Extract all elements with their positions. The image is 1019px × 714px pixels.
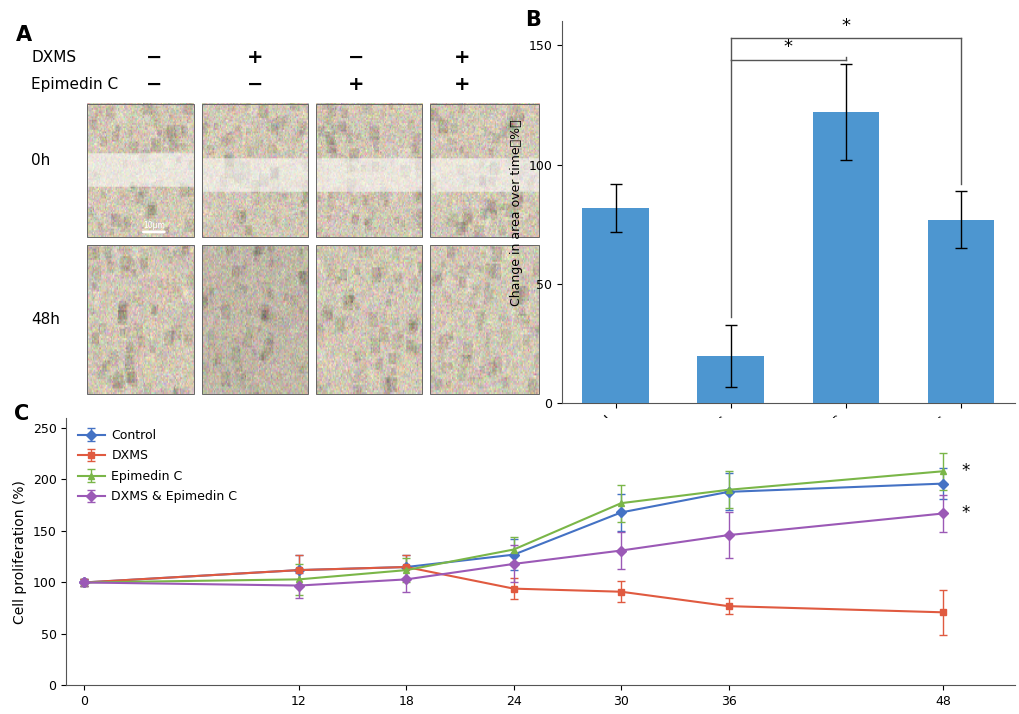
Text: Epimedin C: Epimedin C [32, 77, 118, 92]
Bar [812, 112, 878, 403]
Y-axis label: Cell proliferation (%): Cell proliferation (%) [13, 480, 28, 623]
Y-axis label: Change in area over time（%）: Change in area over time（%） [510, 119, 522, 306]
Bar [697, 356, 763, 403]
Text: −: − [347, 49, 364, 67]
Text: 0h: 0h [32, 154, 51, 169]
Text: C: C [14, 404, 30, 424]
Text: +: + [247, 49, 263, 67]
Text: −: − [146, 75, 162, 94]
Bar [88, 104, 194, 237]
Text: −: − [247, 75, 263, 94]
Bar [582, 208, 648, 403]
Bar [430, 104, 539, 237]
Bar [316, 104, 422, 237]
Bar [202, 104, 308, 237]
Text: +: + [347, 75, 364, 94]
Text: A: A [15, 25, 32, 45]
Text: *: * [960, 505, 969, 523]
Bar [430, 245, 539, 394]
Text: *: * [841, 16, 850, 34]
Text: −: − [146, 49, 162, 67]
Bar [88, 245, 194, 394]
Text: *: * [783, 38, 792, 56]
Text: 10μm: 10μm [143, 221, 165, 230]
Text: *: * [960, 462, 969, 481]
Text: +: + [453, 75, 470, 94]
Bar [202, 245, 308, 394]
Legend: Control, DXMS, Epimedin C, DXMS & Epimedin C: Control, DXMS, Epimedin C, DXMS & Epimed… [72, 424, 243, 508]
Text: B: B [525, 10, 541, 30]
Bar [316, 245, 422, 394]
Text: +: + [453, 49, 470, 67]
Text: 48h: 48h [32, 312, 60, 327]
Text: DXMS: DXMS [32, 50, 76, 65]
Bar [926, 220, 994, 403]
